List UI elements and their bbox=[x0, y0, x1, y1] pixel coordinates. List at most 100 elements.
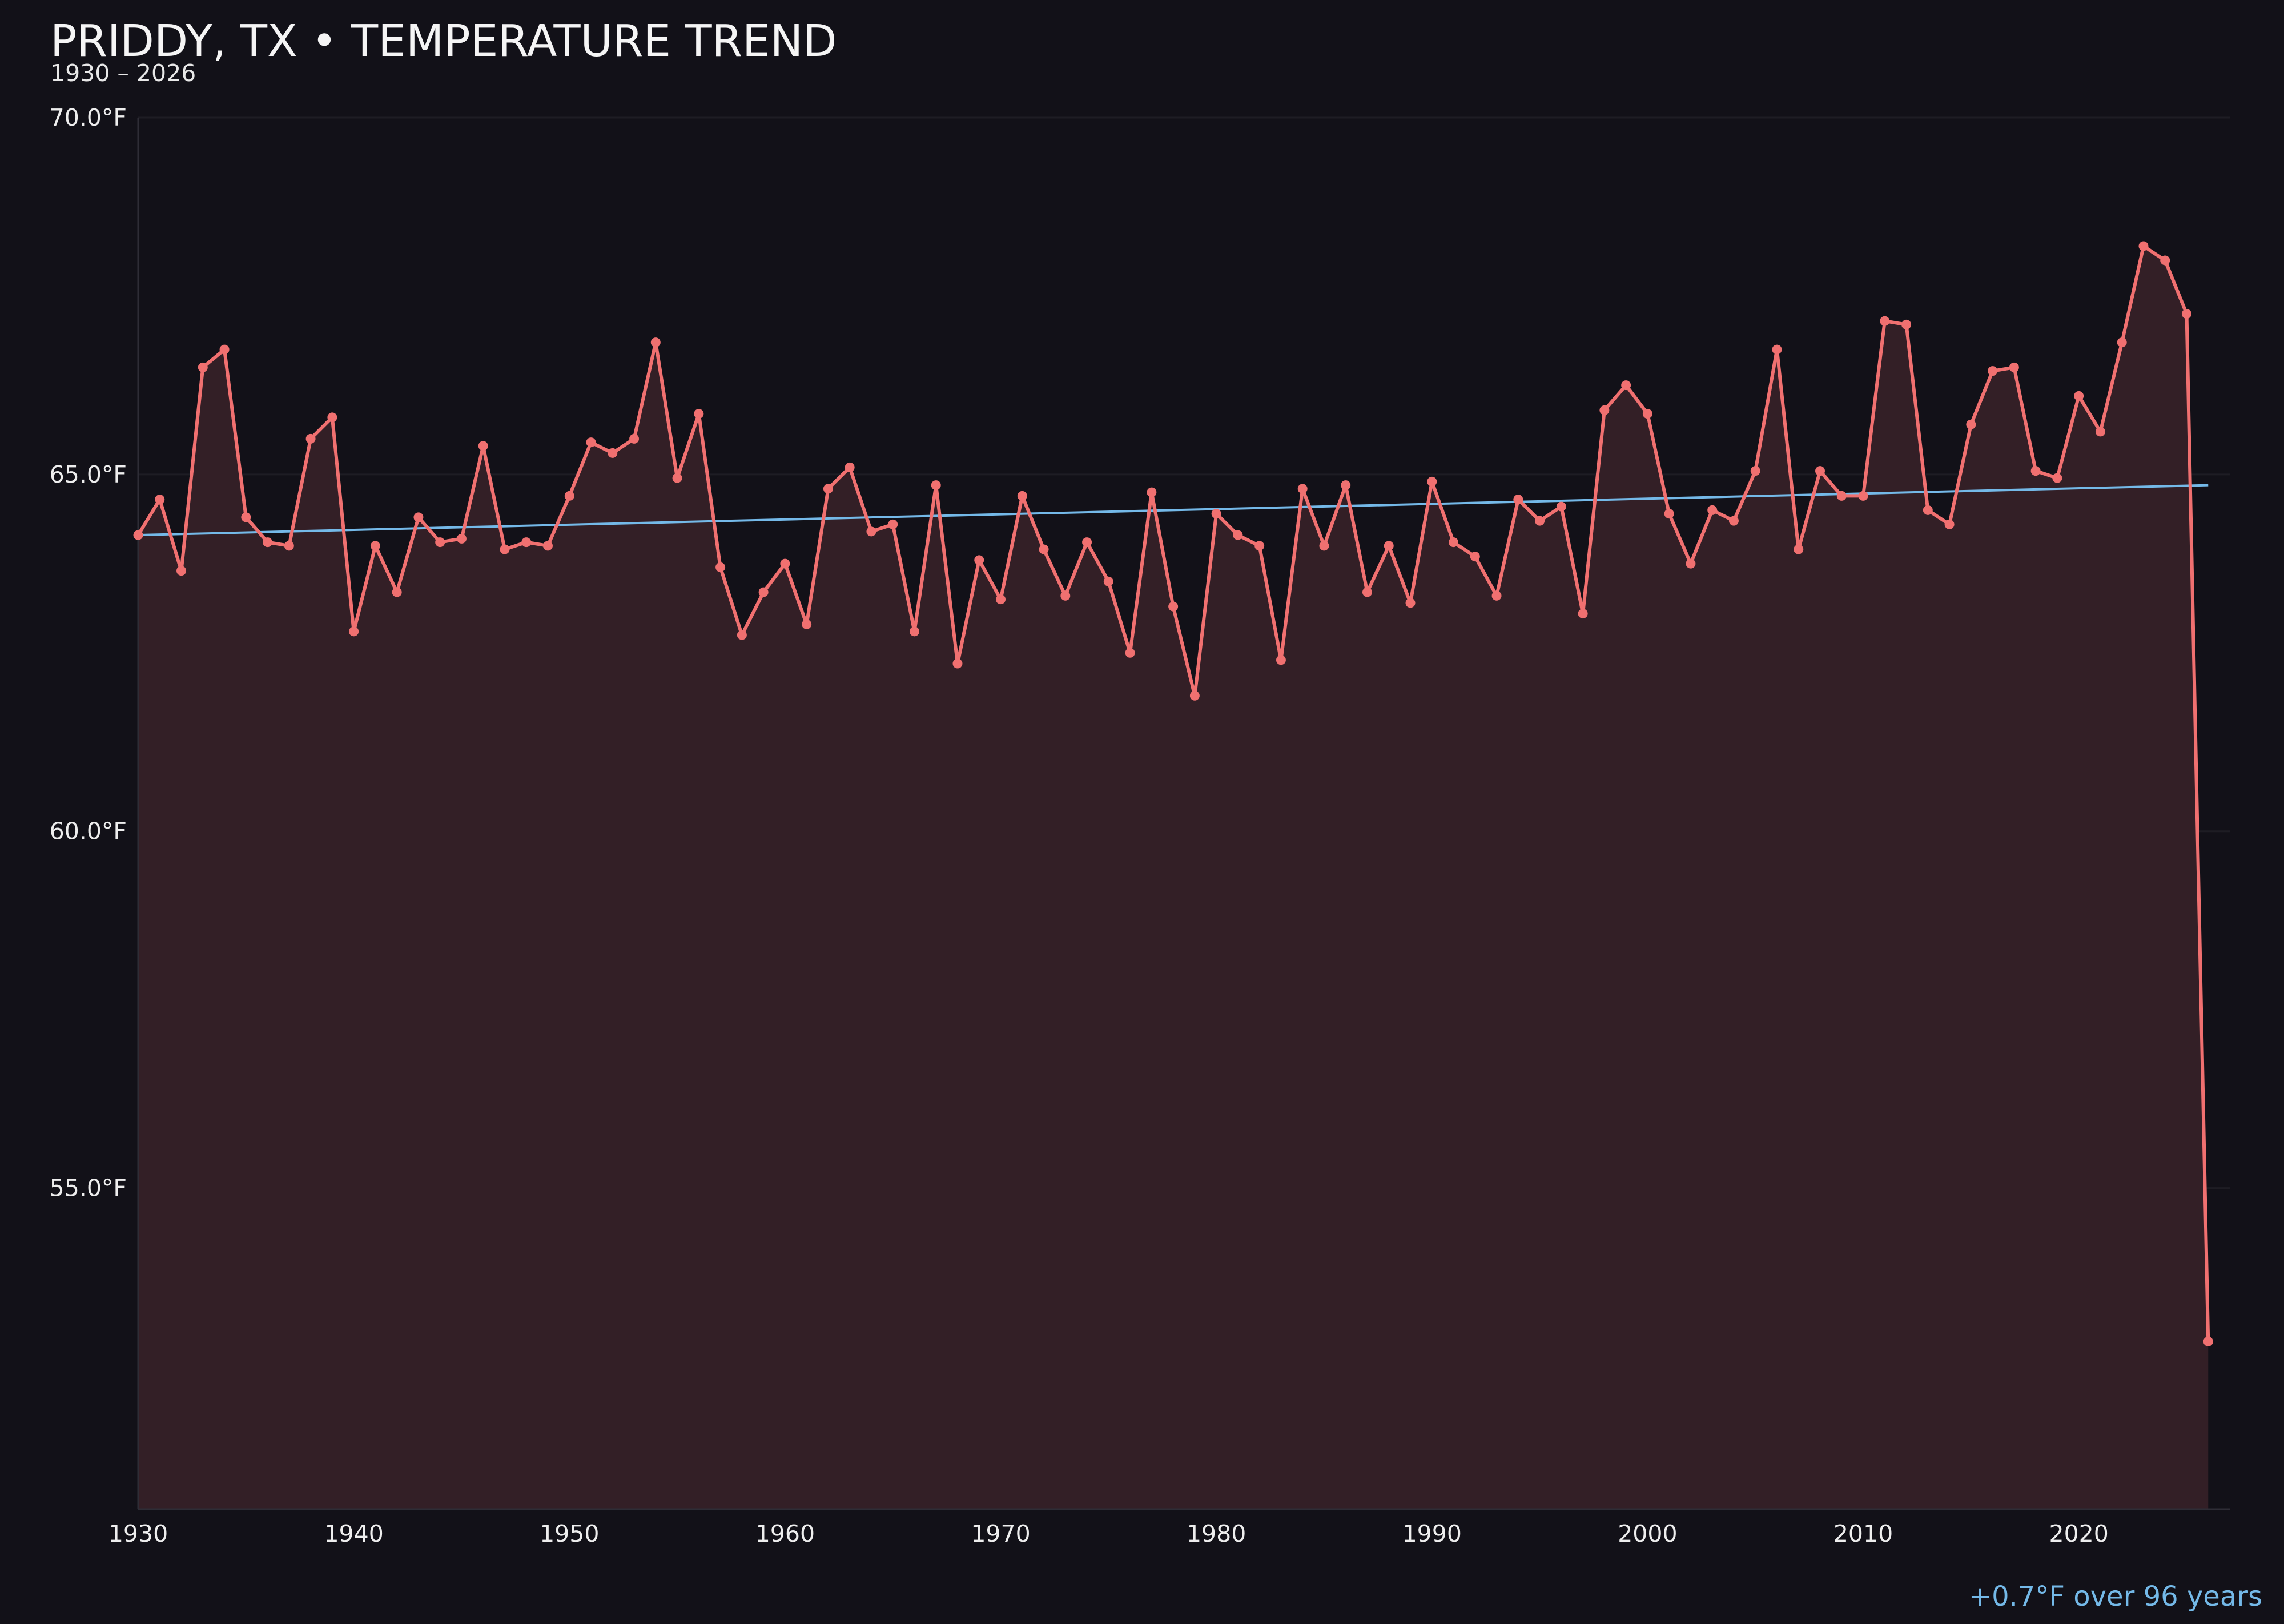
y-tick-label: 70.0°F bbox=[50, 104, 127, 131]
data-point bbox=[2203, 1336, 2213, 1346]
data-point bbox=[996, 594, 1006, 605]
data-point bbox=[478, 441, 488, 451]
x-tick-label: 1960 bbox=[755, 1520, 815, 1547]
data-point bbox=[349, 626, 359, 637]
data-point bbox=[1297, 484, 1308, 494]
data-point bbox=[2181, 309, 2191, 319]
data-point bbox=[931, 480, 941, 491]
x-tick-label: 1950 bbox=[540, 1520, 599, 1547]
x-tick-label: 1980 bbox=[1187, 1520, 1246, 1547]
data-point bbox=[1254, 541, 1265, 551]
data-point bbox=[155, 495, 165, 505]
data-point bbox=[435, 537, 445, 548]
x-tick-label: 2000 bbox=[1618, 1520, 1677, 1547]
x-axis-ticks: 1930 1940 1950 1960 1970 1980 1990 2000 2010 2020 bbox=[108, 1520, 2109, 1547]
data-point bbox=[263, 537, 273, 548]
data-point bbox=[1362, 587, 1372, 597]
data-point bbox=[1125, 648, 1135, 658]
data-point bbox=[2052, 473, 2062, 483]
y-tick-label: 60.0°F bbox=[50, 818, 127, 845]
data-point bbox=[866, 526, 876, 537]
data-point bbox=[2030, 466, 2041, 476]
data-point bbox=[1513, 495, 1523, 505]
data-point bbox=[1276, 655, 1286, 665]
data-point bbox=[1319, 541, 1329, 551]
y-tick-label: 65.0°F bbox=[50, 461, 127, 488]
data-point bbox=[1103, 576, 1113, 586]
data-point bbox=[1664, 509, 1674, 519]
data-point bbox=[758, 587, 769, 597]
data-point bbox=[392, 587, 402, 597]
data-point bbox=[845, 462, 855, 472]
data-point bbox=[952, 658, 963, 669]
data-point bbox=[629, 433, 640, 444]
area-fill-path bbox=[138, 246, 2209, 1509]
x-tick-label: 1970 bbox=[971, 1520, 1030, 1547]
data-point bbox=[1491, 590, 1502, 601]
data-point bbox=[1686, 558, 1696, 569]
area-fill bbox=[138, 246, 2209, 1509]
data-point bbox=[1794, 544, 1804, 554]
data-point bbox=[1578, 609, 1588, 619]
y-tick-label: 55.0°F bbox=[50, 1175, 127, 1202]
data-point bbox=[370, 541, 380, 551]
x-tick-label: 2010 bbox=[1833, 1520, 1893, 1547]
data-point bbox=[694, 409, 704, 419]
data-point bbox=[564, 491, 574, 501]
chart-title: PRIDDY, TX • TEMPERATURE TREND bbox=[50, 16, 837, 67]
data-point bbox=[305, 433, 316, 444]
data-point bbox=[1470, 552, 1480, 562]
data-point bbox=[2160, 255, 2170, 266]
chart-subtitle: 1930 – 2026 bbox=[50, 59, 196, 87]
data-point bbox=[1189, 690, 1200, 701]
data-point bbox=[1836, 491, 1847, 501]
data-point bbox=[1966, 419, 1976, 429]
data-point bbox=[1449, 537, 1459, 548]
data-point bbox=[1405, 598, 1416, 608]
data-point bbox=[1707, 505, 1718, 515]
data-point bbox=[1728, 516, 1739, 526]
data-point bbox=[974, 555, 984, 565]
data-point bbox=[456, 533, 467, 544]
data-point bbox=[1535, 516, 1545, 526]
data-point bbox=[1815, 466, 1825, 476]
data-point bbox=[2009, 362, 2019, 372]
data-point bbox=[1750, 466, 1760, 476]
data-point bbox=[500, 544, 510, 554]
data-point bbox=[1427, 476, 1437, 487]
data-point bbox=[219, 344, 230, 355]
data-point bbox=[2095, 427, 2105, 437]
data-point bbox=[1944, 519, 1955, 529]
data-point bbox=[608, 448, 618, 458]
data-point bbox=[1858, 491, 1868, 501]
data-point bbox=[133, 530, 143, 540]
data-point bbox=[1880, 316, 1890, 326]
data-point bbox=[737, 630, 747, 640]
data-point bbox=[780, 558, 790, 569]
temperature-series bbox=[133, 241, 2213, 1346]
data-point bbox=[176, 566, 187, 576]
data-point bbox=[1621, 380, 1631, 391]
data-point bbox=[521, 537, 532, 548]
data-point bbox=[1082, 537, 1092, 548]
data-point bbox=[2138, 241, 2149, 251]
data-point bbox=[586, 437, 596, 448]
data-point bbox=[1599, 405, 1610, 415]
data-point bbox=[327, 412, 337, 423]
data-point bbox=[650, 337, 661, 348]
data-point bbox=[2117, 337, 2127, 348]
trend-summary-label: +0.7°F over 96 years bbox=[1969, 1581, 2262, 1613]
data-point bbox=[1642, 409, 1652, 419]
data-point bbox=[1556, 501, 1566, 512]
data-point bbox=[1060, 590, 1071, 601]
data-point bbox=[888, 519, 898, 529]
data-point bbox=[198, 362, 208, 372]
x-tick-label: 1930 bbox=[108, 1520, 168, 1547]
data-point bbox=[2074, 391, 2084, 401]
data-point bbox=[1147, 487, 1157, 497]
data-point bbox=[672, 473, 682, 483]
data-point bbox=[1168, 601, 1179, 612]
data-point bbox=[413, 512, 424, 522]
data-point bbox=[1017, 491, 1027, 501]
